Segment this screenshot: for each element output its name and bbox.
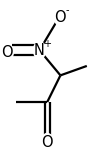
Circle shape — [41, 133, 53, 151]
Circle shape — [1, 44, 13, 61]
Text: O: O — [55, 10, 66, 25]
Circle shape — [34, 42, 46, 59]
Text: O: O — [41, 135, 53, 150]
Text: -: - — [66, 5, 69, 16]
Text: N: N — [34, 43, 45, 58]
Circle shape — [54, 9, 66, 26]
Text: +: + — [43, 39, 51, 49]
Text: O: O — [1, 45, 13, 60]
